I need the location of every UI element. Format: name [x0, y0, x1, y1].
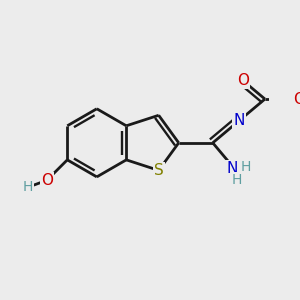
Text: N: N: [233, 113, 244, 128]
Text: H: H: [231, 173, 242, 187]
Text: H: H: [240, 160, 250, 174]
Text: O: O: [237, 73, 249, 88]
Text: O: O: [41, 173, 53, 188]
Text: O: O: [293, 92, 300, 106]
Text: H: H: [22, 180, 33, 194]
Text: N: N: [226, 161, 238, 176]
Text: S: S: [154, 163, 164, 178]
